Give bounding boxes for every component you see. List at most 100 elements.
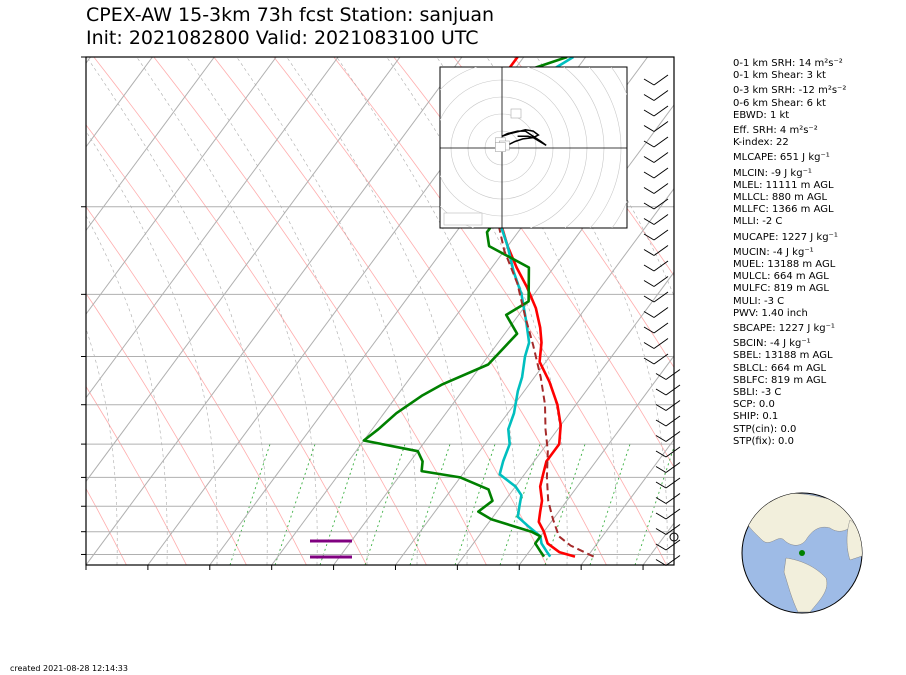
wind-barb-feather	[655, 435, 667, 442]
dry-adiabat	[273, 57, 607, 565]
plot-frame	[85, 56, 675, 566]
moist-adiabat	[336, 57, 518, 565]
wind-barb-feather	[655, 528, 667, 535]
isotherm-line	[86, 57, 153, 148]
mixing-ratio-line	[319, 443, 361, 565]
locator-globe	[741, 492, 863, 614]
stat-line: SBLI: -3 C	[733, 387, 782, 399]
wind-barb	[653, 74, 669, 86]
wind-barb-feather	[643, 78, 655, 86]
isotherm-line	[456, 271, 674, 565]
moist-adiabat	[186, 57, 368, 565]
wind-barb-feather	[643, 357, 655, 365]
stat-line: Eff. SRH: 4 m²s⁻²	[733, 125, 818, 137]
isotherm-line	[0, 57, 29, 565]
stat-line: PWV: 1.40 inch	[733, 307, 808, 319]
stat-line: SBLFC: 819 m AGL	[733, 374, 827, 386]
wind-barb-feather	[655, 559, 667, 566]
dry-adiabat	[86, 292, 247, 565]
stat-line: SBCIN: -4 J kg⁻¹	[733, 338, 811, 350]
wind-barb	[665, 384, 681, 396]
isotherm-line	[580, 438, 674, 565]
wind-barb	[665, 493, 681, 504]
globe-south-america	[783, 557, 828, 613]
wind-barb-feather	[643, 311, 655, 318]
stability-indices: 0-1 km SRH: 14 m²s⁻² 0-1 km Shear: 3 kt 0-…	[733, 58, 846, 448]
wind-barb-feather	[655, 497, 667, 504]
wind-barb	[665, 462, 681, 473]
stat-line: STP(cin): 0.0	[733, 423, 797, 435]
mixing-ratio-line	[499, 443, 541, 565]
wind-barb	[653, 276, 669, 287]
created-timestamp: created 2021-08-28 12:14:33	[10, 664, 128, 673]
station-marker	[799, 550, 805, 556]
wind-barb	[653, 105, 669, 117]
isotherm-line	[86, 57, 91, 64]
srh-bars	[310, 539, 352, 559]
mixing-ratio-line	[589, 443, 631, 565]
calm-wind-circle	[669, 532, 679, 542]
wind-barb-feather	[643, 342, 655, 349]
hodograph-height-box	[510, 108, 522, 119]
wind-barb-feather	[643, 140, 655, 148]
globe-north-america	[742, 493, 859, 546]
wind-barb-feather	[643, 218, 655, 225]
moist-adiabat	[86, 327, 118, 565]
stat-line: MLCAPE: 651 J kg⁻¹	[733, 152, 830, 164]
wind-barb-feather	[655, 481, 667, 489]
wind-barb	[653, 229, 669, 241]
wind-barb-feather	[643, 326, 655, 334]
wind-barb-feather	[643, 171, 655, 179]
dry-adiabat	[86, 206, 307, 565]
wind-barb	[665, 415, 681, 427]
wind-barb	[653, 183, 669, 194]
isotherm-line	[86, 57, 401, 483]
isotherm-line	[86, 57, 339, 399]
isotherm-line	[518, 355, 674, 565]
wind-barb-feather	[643, 109, 655, 117]
dry-adiabat	[0, 0, 86, 605]
wind-barb	[653, 291, 669, 303]
wind-barb	[653, 152, 669, 163]
stat-line: STP(fix): 0.0	[733, 435, 794, 447]
wind-barb	[665, 555, 681, 566]
wind-barb-feather	[643, 202, 655, 210]
wind-barb	[665, 477, 681, 489]
wind-barb	[653, 353, 669, 365]
wind-barb	[653, 322, 669, 334]
wind-barb-feather	[643, 295, 655, 303]
wind-barb	[665, 369, 681, 380]
stat-line: MUEL: 13188 m AGL	[733, 259, 836, 271]
wind-barb-feather	[643, 249, 655, 256]
moist-adiabat	[86, 57, 268, 565]
stat-line: SBLCL: 664 m AGL	[733, 362, 827, 374]
dry-adiabat	[393, 57, 674, 469]
stat-line: MULFC: 819 m AGL	[733, 283, 829, 295]
stat-line: 0-6 km Shear: 6 kt	[733, 97, 826, 109]
wind-barb	[665, 446, 681, 458]
stat-line: SBCAPE: 1227 J kg⁻¹	[733, 323, 835, 335]
stat-line: MLLFC: 1366 m AGL	[733, 204, 834, 216]
wind-barb-feather	[643, 280, 655, 287]
wind-barb-feather	[655, 466, 667, 473]
wind-barb	[653, 121, 669, 132]
isotherm-line	[333, 104, 674, 565]
isotherm-line	[86, 57, 463, 565]
wind-barb	[653, 136, 669, 148]
moist-adiabat	[0, 27, 67, 595]
moist-adiabat	[86, 215, 168, 565]
wind-barb-feather	[643, 264, 655, 272]
stat-line: 0-1 km SRH: 14 m²s⁻²	[733, 58, 843, 69]
wind-barb-feather	[655, 450, 667, 458]
stat-line: MULI: -3 C	[733, 295, 785, 307]
wind-barb-feather	[643, 233, 655, 241]
wind-barb-feather	[643, 125, 655, 132]
dry-adiabat	[93, 57, 427, 565]
wind-barb	[653, 260, 669, 272]
wind-barb	[653, 307, 669, 318]
stat-line: SBEL: 13188 m AGL	[733, 350, 833, 362]
wind-barb	[653, 338, 669, 349]
wind-barb	[665, 400, 681, 411]
stat-line: MLEL: 11111 m AGL	[733, 179, 834, 191]
